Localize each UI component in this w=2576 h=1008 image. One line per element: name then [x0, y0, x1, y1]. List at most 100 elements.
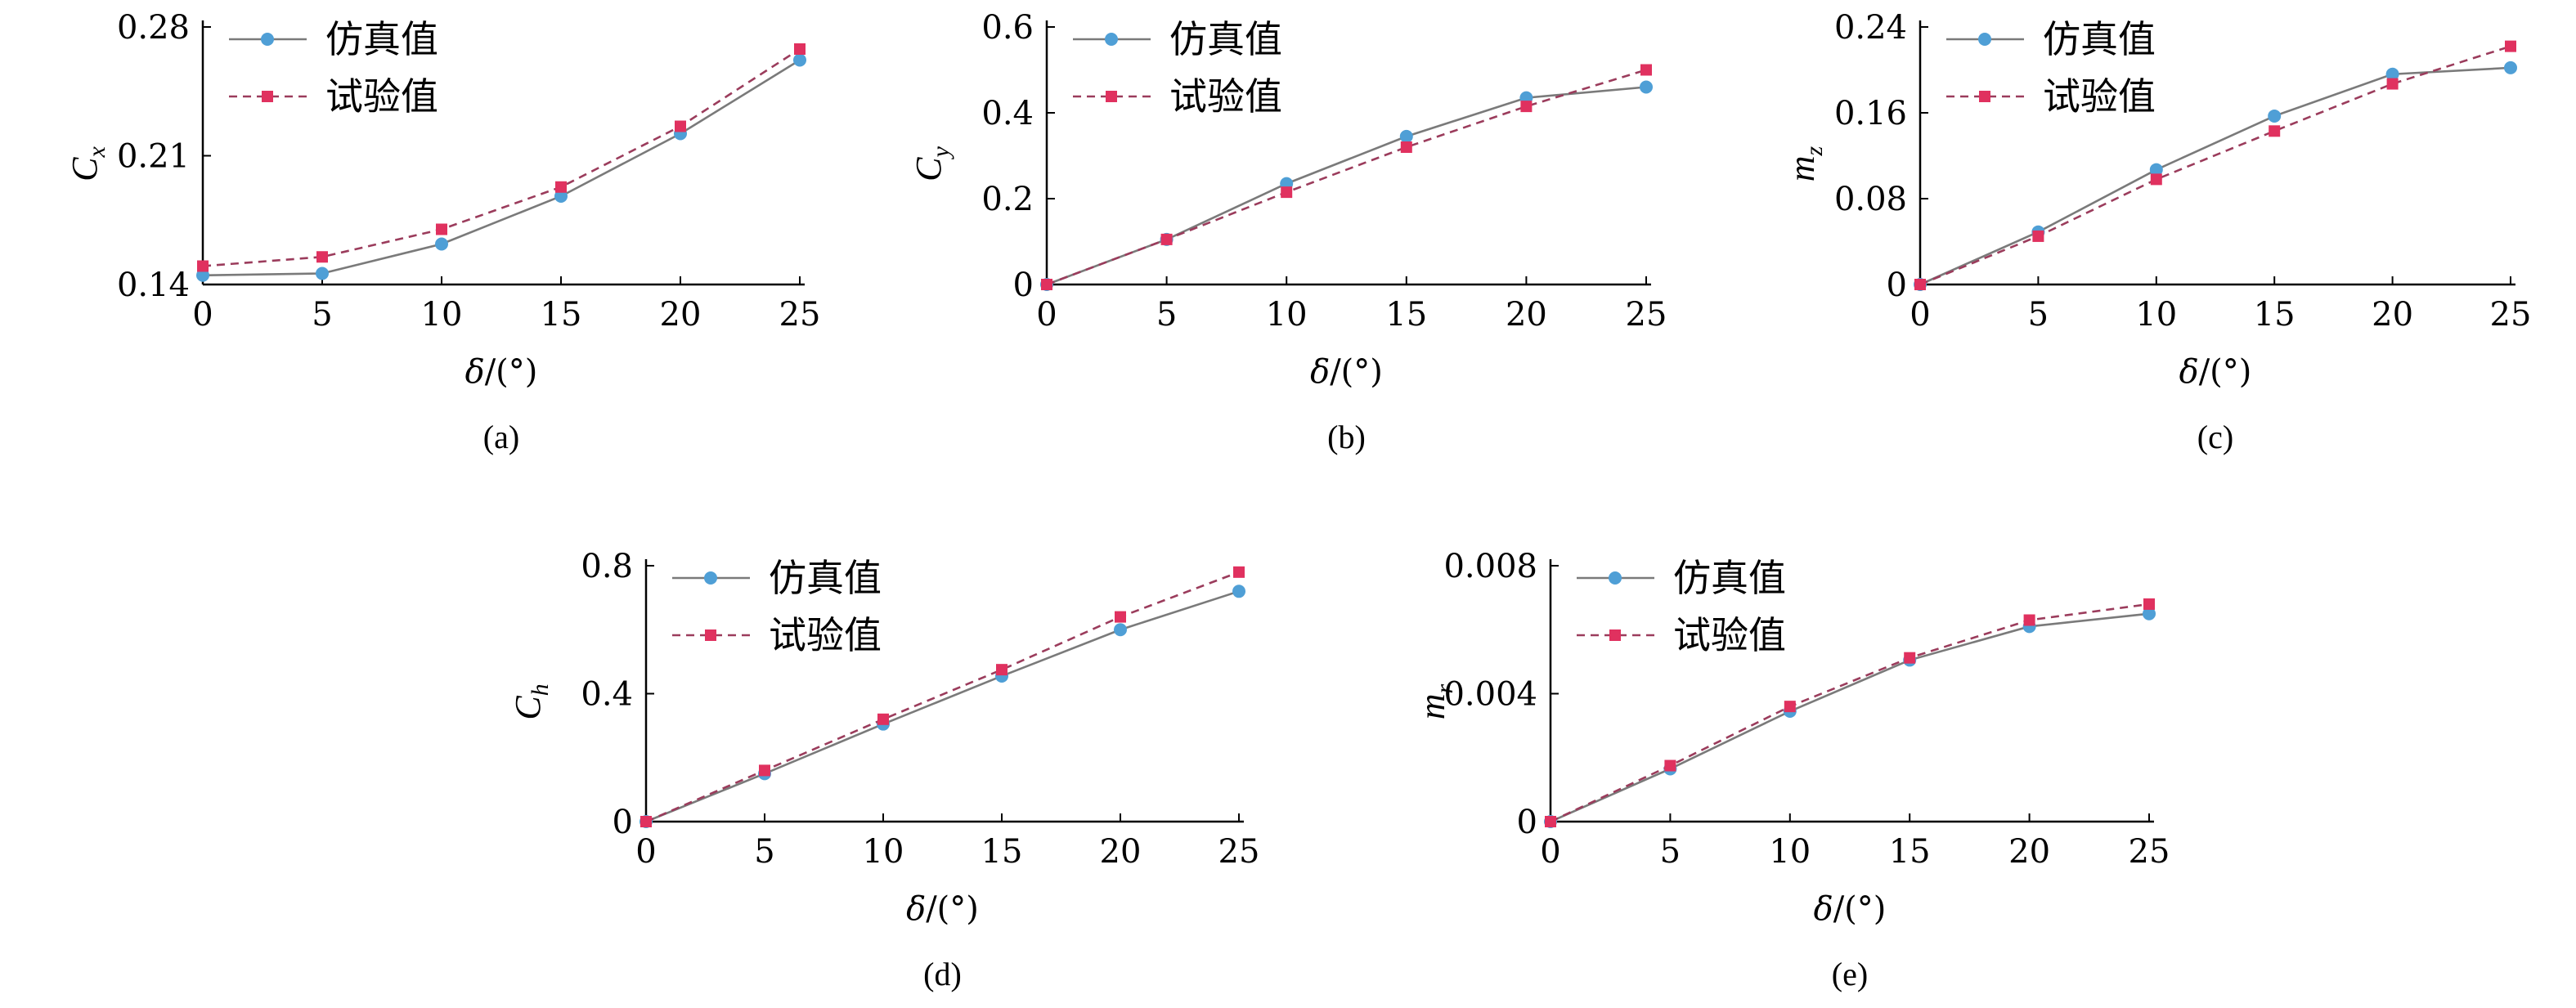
x-tick-label: 10	[1266, 296, 1308, 334]
legend-marker-simulation	[1105, 33, 1118, 46]
y-tick-label: 0.21	[117, 138, 190, 176]
y-tick-label: 0.28	[117, 9, 190, 47]
x-tick-label: 0	[192, 296, 213, 334]
x-axis-label: δ/(°)	[465, 353, 538, 391]
data-point-experiment	[2386, 78, 2399, 90]
y-tick-label: 0.008	[1443, 548, 1537, 585]
data-point-experiment	[1041, 279, 1052, 290]
x-tick-label: 10	[1769, 833, 1811, 871]
data-point-simulation	[316, 267, 329, 280]
series-line-experiment	[1046, 69, 1647, 286]
y-tick-label: 0.004	[1443, 676, 1537, 714]
legend-marker-simulation	[704, 571, 717, 585]
legend-label-experiment: 试验值	[2043, 74, 2156, 119]
legend-marker-simulation	[1609, 571, 1622, 585]
series-line-simulation	[1046, 86, 1647, 286]
legend-label-simulation: 仿真值	[2043, 17, 2156, 61]
x-axis-label: δ/(°)	[1814, 890, 1887, 928]
data-point-simulation	[2504, 60, 2517, 74]
x-tick-label: 5	[1156, 296, 1177, 334]
x-tick-label: 15	[541, 296, 582, 334]
data-point-experiment	[640, 816, 652, 827]
series-line-experiment	[1919, 45, 2511, 286]
series-line-simulation	[645, 590, 1240, 823]
series-line-simulation	[202, 59, 801, 277]
legend-label-experiment: 试验值	[325, 74, 438, 119]
data-point-experiment	[1545, 816, 1556, 827]
x-tick-label: 25	[2129, 833, 2170, 871]
x-tick-label: 15	[2254, 296, 2296, 334]
x-tick-label: 20	[660, 296, 702, 334]
y-tick-label: 0.14	[117, 267, 190, 304]
x-tick-label: 15	[1889, 833, 1931, 871]
x-tick-label: 10	[421, 296, 463, 334]
x-tick-label: 0	[1910, 296, 1930, 334]
data-point-simulation	[2143, 607, 2156, 620]
data-point-experiment	[1281, 186, 1293, 199]
x-tick-label: 5	[754, 833, 774, 871]
legend-label-simulation: 仿真值	[325, 17, 438, 61]
data-point-experiment	[877, 713, 889, 725]
data-point-experiment	[794, 43, 806, 55]
data-point-experiment	[555, 181, 567, 193]
legend-label-simulation: 仿真值	[769, 556, 882, 600]
x-tick-label: 15	[981, 833, 1023, 871]
legend-marker-experiment	[1609, 629, 1621, 641]
legend-label-simulation: 仿真值	[1169, 17, 1282, 61]
x-tick-label: 15	[1385, 296, 1427, 334]
data-point-simulation	[554, 190, 568, 203]
x-tick-label: 25	[2490, 296, 2532, 334]
y-tick-label: 0.2	[981, 181, 1034, 218]
data-point-experiment	[1904, 652, 1916, 664]
y-tick-label: 0	[1517, 804, 1537, 841]
x-axis-label: δ/(°)	[2179, 353, 2252, 391]
x-axis-label: δ/(°)	[906, 890, 979, 928]
y-tick-label: 0.4	[581, 676, 633, 714]
series-line-simulation	[1550, 612, 2150, 823]
data-point-experiment	[2023, 614, 2035, 626]
data-point-experiment	[996, 664, 1008, 676]
y-axis-label: Cy	[909, 146, 954, 181]
y-axis-label: Ch	[508, 683, 554, 719]
data-point-experiment	[1400, 141, 1412, 153]
data-point-experiment	[1914, 279, 1926, 290]
legend-marker-simulation	[261, 33, 274, 46]
panel-label: (d)	[923, 956, 962, 992]
data-point-experiment	[316, 251, 328, 263]
x-tick-label: 20	[1506, 296, 1547, 334]
y-tick-label: 0	[1013, 267, 1034, 304]
y-tick-label: 0	[1887, 267, 1907, 304]
data-point-experiment	[2505, 40, 2516, 52]
panel-label: (c)	[2197, 419, 2233, 455]
legend-label-experiment: 试验值	[1169, 74, 1282, 119]
data-point-simulation	[1640, 80, 1653, 94]
data-point-simulation	[2149, 163, 2163, 177]
data-point-simulation	[1232, 585, 1245, 598]
data-point-experiment	[197, 260, 209, 272]
data-point-experiment	[1233, 566, 1245, 578]
x-tick-label: 25	[1218, 833, 1260, 871]
x-tick-label: 10	[863, 833, 904, 871]
data-point-simulation	[793, 53, 806, 67]
data-point-experiment	[759, 764, 770, 777]
data-point-simulation	[1114, 623, 1127, 637]
series-line-simulation	[1919, 66, 2511, 286]
panel-label: (a)	[483, 419, 519, 455]
y-axis-label: mr	[1412, 683, 1458, 719]
legend-marker-experiment	[1106, 91, 1117, 102]
y-tick-label: 0.16	[1834, 95, 1907, 132]
data-point-experiment	[1520, 101, 1533, 113]
panel-label: (e)	[1832, 956, 1868, 992]
data-point-experiment	[2143, 598, 2155, 610]
x-tick-label: 0	[635, 833, 656, 871]
x-tick-label: 0	[1036, 296, 1057, 334]
data-point-simulation	[435, 237, 448, 251]
data-point-experiment	[675, 120, 686, 132]
